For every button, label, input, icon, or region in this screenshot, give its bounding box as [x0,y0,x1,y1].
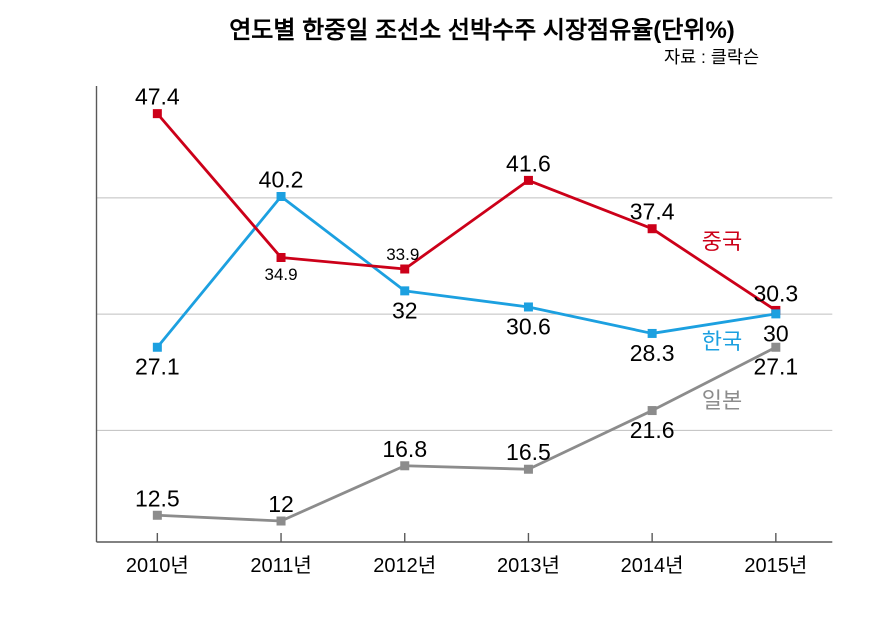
svg-text:28.3: 28.3 [630,340,675,366]
svg-text:2011년: 2011년 [250,554,311,577]
svg-text:2012년: 2012년 [373,554,436,577]
svg-text:12: 12 [268,491,294,517]
svg-text:27.1: 27.1 [753,354,798,380]
svg-text:16.5: 16.5 [506,439,551,465]
svg-text:16.8: 16.8 [382,436,427,462]
svg-text:30.3: 30.3 [753,280,798,306]
svg-text:27.1: 27.1 [135,354,180,380]
svg-text:일본: 일본 [702,388,742,413]
svg-text:30.6: 30.6 [506,313,551,339]
svg-text:34.9: 34.9 [264,265,297,284]
svg-text:32: 32 [392,297,418,323]
svg-text:2014년: 2014년 [621,554,684,577]
svg-text:33.9: 33.9 [386,245,419,264]
svg-text:40.2: 40.2 [259,167,304,193]
svg-text:41.6: 41.6 [506,150,551,176]
svg-text:2010년: 2010년 [126,554,189,577]
svg-text:12.5: 12.5 [135,485,180,511]
svg-text:37.4: 37.4 [630,199,675,225]
svg-text:47.4: 47.4 [135,84,180,110]
svg-text:중국: 중국 [702,229,742,254]
svg-text:30: 30 [763,320,789,346]
svg-text:한국: 한국 [702,329,742,354]
svg-text:2015년: 2015년 [744,554,807,577]
svg-text:21.6: 21.6 [630,417,675,443]
svg-text:2013년: 2013년 [497,554,560,577]
